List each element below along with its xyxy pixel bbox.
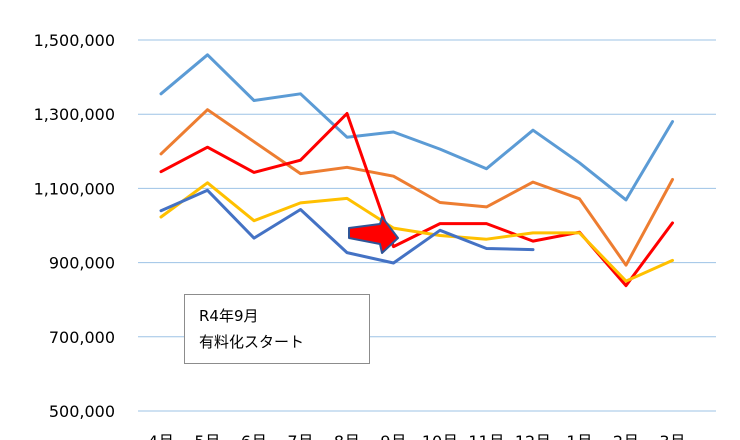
y-tick-label: 1,100,000 — [34, 179, 115, 198]
x-axis-ticks: 4月 5月 6月 7月 8月 9月 10月 11月 12月 1月 2月 3月 — [148, 432, 686, 440]
annotation-line-1: R4年9月 — [199, 307, 259, 325]
x-tick-label: 9月 — [380, 432, 406, 440]
x-tick-label: 4月 — [148, 432, 174, 440]
x-tick-label: 11月 — [468, 432, 504, 440]
x-tick-label: 10月 — [422, 432, 458, 440]
annotation-box: R4年9月 有料化スタート — [184, 294, 370, 364]
series-line-2 — [159, 108, 674, 267]
series-line-5 — [159, 188, 535, 265]
x-tick-label: 1月 — [566, 432, 592, 440]
y-tick-label: 1,300,000 — [34, 105, 115, 124]
series-lines — [159, 53, 674, 288]
x-tick-label: 8月 — [334, 432, 360, 440]
y-tick-label: 1,500,000 — [34, 31, 115, 50]
y-tick-label: 900,000 — [49, 254, 115, 273]
y-tick-label: 500,000 — [49, 402, 115, 421]
x-tick-label: 7月 — [287, 432, 313, 440]
series-line-4 — [159, 181, 674, 283]
annotation-line-2: 有料化スタート — [199, 333, 305, 351]
x-tick-label: 12月 — [515, 432, 551, 440]
x-tick-label: 3月 — [659, 432, 685, 440]
x-tick-label: 2月 — [613, 432, 639, 440]
arrow-marker — [348, 216, 399, 254]
x-tick-label: 6月 — [241, 432, 267, 440]
y-axis-ticks: 1,500,000 1,300,000 1,100,000 900,000 700,00… — [34, 31, 115, 421]
y-tick-label: 700,000 — [49, 328, 115, 347]
x-tick-label: 5月 — [194, 432, 220, 440]
series-line-1 — [159, 53, 674, 202]
